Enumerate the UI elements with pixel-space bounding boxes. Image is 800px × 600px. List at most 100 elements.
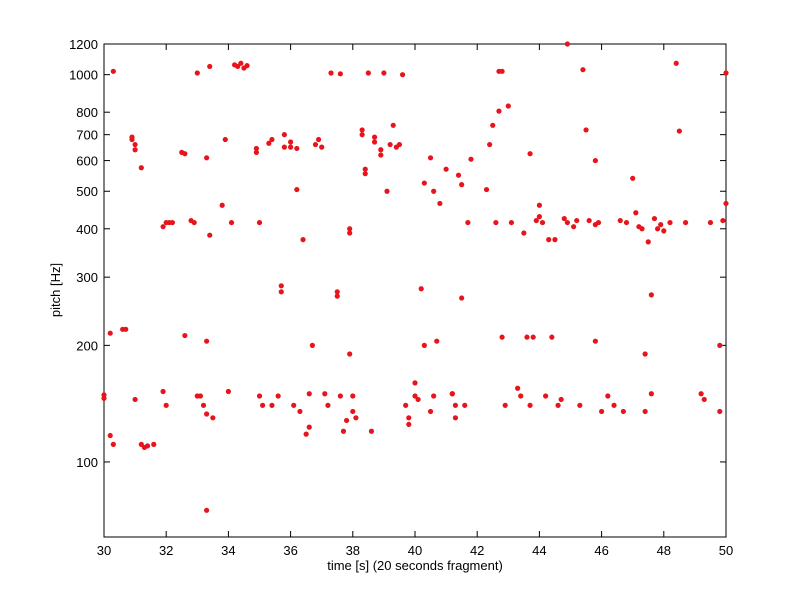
data-point xyxy=(536,214,543,220)
data-point xyxy=(490,122,496,128)
data-point xyxy=(256,219,263,226)
data-point xyxy=(378,152,384,158)
x-tick-label: 36 xyxy=(283,543,297,558)
y-tick-label: 100 xyxy=(76,455,98,470)
data-point xyxy=(266,140,272,146)
data-point xyxy=(580,67,586,73)
y-tick-label: 400 xyxy=(76,222,98,237)
data-point xyxy=(110,441,116,447)
data-point xyxy=(325,402,331,408)
data-point xyxy=(306,391,312,397)
x-tick-label: 42 xyxy=(470,543,484,558)
data-point xyxy=(207,232,213,238)
data-point xyxy=(518,393,524,399)
data-point xyxy=(160,388,166,395)
data-point xyxy=(288,139,294,145)
data-point xyxy=(459,182,465,188)
data-point xyxy=(319,144,325,150)
data-point xyxy=(645,239,651,245)
data-point xyxy=(204,507,210,513)
data-point xyxy=(493,219,499,226)
x-tick-label: 50 xyxy=(719,543,733,558)
data-point xyxy=(654,226,661,232)
data-point xyxy=(421,342,427,348)
data-point xyxy=(452,402,459,408)
data-point xyxy=(350,393,356,399)
data-point xyxy=(347,230,353,236)
data-point xyxy=(431,393,437,399)
y-tick-label: 700 xyxy=(76,128,98,143)
data-point xyxy=(368,428,375,434)
data-point xyxy=(129,136,135,143)
data-point xyxy=(561,215,567,222)
data-point xyxy=(605,393,611,399)
data-point xyxy=(539,219,546,226)
data-point xyxy=(207,63,213,70)
data-point xyxy=(527,402,533,408)
data-point xyxy=(197,393,204,399)
data-point xyxy=(648,292,654,298)
data-point xyxy=(138,165,144,171)
data-point xyxy=(291,402,297,408)
data-point xyxy=(496,108,502,114)
data-point xyxy=(676,128,682,134)
data-point xyxy=(362,166,368,172)
x-tick-label: 30 xyxy=(97,543,111,558)
data-point xyxy=(483,186,490,193)
data-point xyxy=(701,396,707,403)
data-point xyxy=(390,122,396,128)
data-point xyxy=(191,219,197,226)
data-point xyxy=(508,219,515,226)
data-point xyxy=(717,408,723,415)
data-point xyxy=(275,393,281,399)
data-point xyxy=(515,385,521,391)
data-point xyxy=(434,338,440,344)
data-point xyxy=(468,156,474,162)
data-point xyxy=(682,219,689,226)
data-point xyxy=(303,431,309,437)
data-point xyxy=(315,136,322,143)
data-point xyxy=(132,396,138,403)
data-point xyxy=(459,295,465,301)
data-point xyxy=(595,219,602,226)
data-point xyxy=(144,443,151,449)
data-point xyxy=(365,70,371,76)
data-point xyxy=(661,228,667,234)
data-point xyxy=(723,200,729,207)
data-point xyxy=(381,70,387,76)
data-point xyxy=(107,432,113,439)
data-point xyxy=(244,63,250,69)
data-point xyxy=(278,289,284,295)
data-point xyxy=(371,139,378,145)
data-point xyxy=(204,338,210,344)
data-point xyxy=(536,202,543,208)
data-point xyxy=(502,402,508,408)
data-point xyxy=(347,226,353,232)
data-point xyxy=(347,351,353,357)
data-point xyxy=(651,215,658,222)
data-point xyxy=(543,393,549,399)
data-point xyxy=(204,155,210,161)
data-point xyxy=(449,391,455,397)
data-point xyxy=(592,157,598,164)
data-point xyxy=(151,441,157,447)
data-point xyxy=(427,408,434,415)
data-point xyxy=(132,141,138,148)
data-point xyxy=(160,224,166,230)
data-point xyxy=(334,293,340,299)
data-point xyxy=(322,391,328,397)
data-point xyxy=(235,63,241,70)
data-point xyxy=(343,417,350,424)
data-point xyxy=(406,421,412,428)
data-point xyxy=(228,219,235,226)
data-point xyxy=(412,380,418,386)
data-point xyxy=(499,68,505,74)
data-point xyxy=(620,408,626,415)
data-point xyxy=(642,408,648,415)
data-point xyxy=(455,172,462,178)
x-tick-label: 34 xyxy=(221,543,235,558)
data-point xyxy=(350,408,356,415)
data-point xyxy=(260,402,266,408)
data-point xyxy=(527,151,533,157)
